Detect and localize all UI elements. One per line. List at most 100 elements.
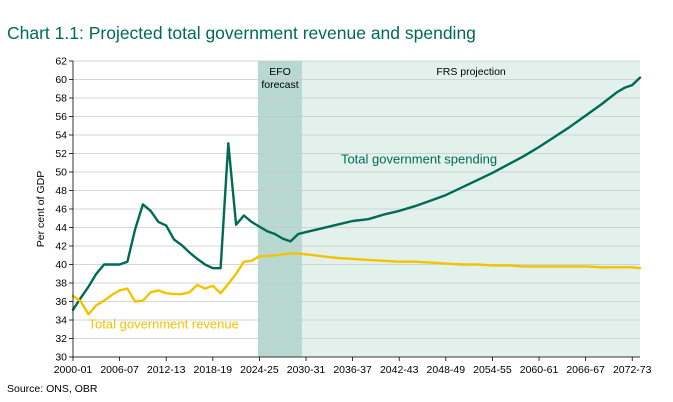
- y-tick-label-34: 34: [55, 315, 67, 327]
- series-1-point-42: [491, 264, 493, 266]
- series-1-point-35: [382, 260, 384, 262]
- y-tick-label-62: 62: [55, 56, 67, 68]
- chart-title: Chart 1.1: Projected total government re…: [7, 23, 476, 43]
- series-1-point-4: [103, 299, 105, 301]
- series-1-point-51: [631, 266, 633, 268]
- series-1-point-45: [538, 265, 540, 267]
- series-1-point-44: [522, 265, 524, 267]
- x-tick-label-6: 2036-37: [333, 364, 372, 376]
- series-line-1: [71, 252, 642, 316]
- series-1-point-28: [289, 252, 291, 254]
- series-1-point-22: [243, 261, 245, 263]
- series-1-point-11: [157, 289, 159, 291]
- x-tick-label-11: 2066-67: [566, 364, 605, 376]
- series-1-point-40: [460, 263, 462, 265]
- series-1-point-13: [173, 293, 175, 295]
- series-0-point-52: [631, 84, 633, 86]
- series-0-point-19: [219, 267, 221, 269]
- series-1-point-47: [569, 265, 571, 267]
- y-tick-label-56: 56: [55, 111, 67, 123]
- series-0-point-22: [243, 214, 245, 216]
- series-0-point-47: [569, 125, 571, 127]
- series-1-point-9: [142, 299, 144, 301]
- series-label-revenue: Total government revenue: [89, 316, 239, 331]
- series-0-point-32: [336, 224, 338, 226]
- series-0-point-15: [188, 251, 190, 253]
- series-1-point-24: [258, 255, 260, 257]
- series-1-point-20: [227, 283, 229, 285]
- series-1-point-41: [476, 263, 478, 265]
- series-0-point-40: [460, 187, 462, 189]
- series-1-point-43: [507, 264, 509, 266]
- y-tick-label-54: 54: [55, 130, 67, 142]
- x-tick-label-9: 2054-55: [473, 364, 512, 376]
- series-1-point-34: [367, 259, 369, 261]
- series-0-point-29: [297, 233, 299, 235]
- series-1-point-39: [445, 262, 447, 264]
- series-1-point-1: [80, 300, 82, 302]
- series-1-point-2: [87, 313, 89, 315]
- series-1-point-33: [351, 258, 353, 260]
- series-0-point-18: [212, 267, 214, 269]
- series-0-point-28: [289, 240, 291, 242]
- series-0-point-42: [491, 172, 493, 174]
- series-1-point-15: [188, 291, 190, 293]
- series-0-point-21: [235, 224, 237, 226]
- series-1-point-6: [118, 289, 120, 291]
- series-1-point-16: [196, 284, 198, 286]
- series-1-point-12: [165, 292, 167, 294]
- series-1-point-30: [305, 253, 307, 255]
- series-1-point-19: [219, 292, 221, 294]
- series-1-point-50: [615, 266, 617, 268]
- series-0-point-39: [445, 194, 447, 196]
- y-tick-label-46: 46: [55, 204, 67, 216]
- series-0-point-33: [351, 220, 353, 222]
- y-tick-label-40: 40: [55, 259, 67, 271]
- series-0-point-3: [95, 273, 97, 275]
- series-0-point-8: [134, 228, 136, 230]
- series-1-point-26: [274, 254, 276, 256]
- series-lines: [71, 76, 642, 316]
- series-0-point-23: [250, 221, 252, 223]
- x-tick-label-2: 2012-13: [147, 364, 186, 376]
- y-tick-label-36: 36: [55, 296, 67, 308]
- series-0-point-13: [173, 238, 175, 240]
- series-0-point-26: [274, 233, 276, 235]
- series-1-point-17: [204, 287, 206, 289]
- x-tick-label-3: 2018-19: [194, 364, 233, 376]
- series-1-point-3: [95, 304, 97, 306]
- series-0-point-44: [522, 155, 524, 157]
- y-tick-label-38: 38: [55, 278, 67, 290]
- x-tick-label-5: 2030-31: [287, 364, 326, 376]
- series-line-0: [71, 76, 642, 311]
- band-label-0-0: EFO: [269, 66, 291, 78]
- series-1-point-36: [398, 261, 400, 263]
- series-0-point-35: [382, 213, 384, 215]
- y-tick-label-50: 50: [55, 167, 67, 179]
- series-1-point-32: [336, 257, 338, 259]
- y-tick-label-44: 44: [55, 222, 67, 234]
- series-1-point-7: [126, 287, 128, 289]
- series-0-point-49: [600, 103, 602, 105]
- chart-source: Source: ONS, OBR: [7, 383, 98, 395]
- series-1-point-14: [181, 293, 183, 295]
- series-0-point-30: [305, 231, 307, 233]
- series-0-point-9: [142, 203, 144, 205]
- series-0-point-43: [507, 163, 509, 165]
- band-label-1-0: FRS projection: [436, 66, 506, 78]
- series-0-point-17: [204, 263, 206, 265]
- series-0-point-14: [181, 244, 183, 246]
- y-tick-label-52: 52: [55, 148, 67, 160]
- series-1-point-21: [235, 273, 237, 275]
- series-1-point-8: [134, 300, 136, 302]
- series-0-point-51: [623, 87, 625, 89]
- series-1-point-29: [297, 252, 299, 254]
- series-0-point-31: [320, 227, 322, 229]
- series-1-point-31: [320, 255, 322, 257]
- series-0-point-2: [87, 286, 89, 288]
- x-tick-label-12: 2072-73: [613, 364, 652, 376]
- series-1-point-48: [584, 265, 586, 267]
- series-0-point-53: [639, 76, 641, 78]
- series-0-point-20: [227, 142, 229, 144]
- y-tick-label-42: 42: [55, 241, 67, 253]
